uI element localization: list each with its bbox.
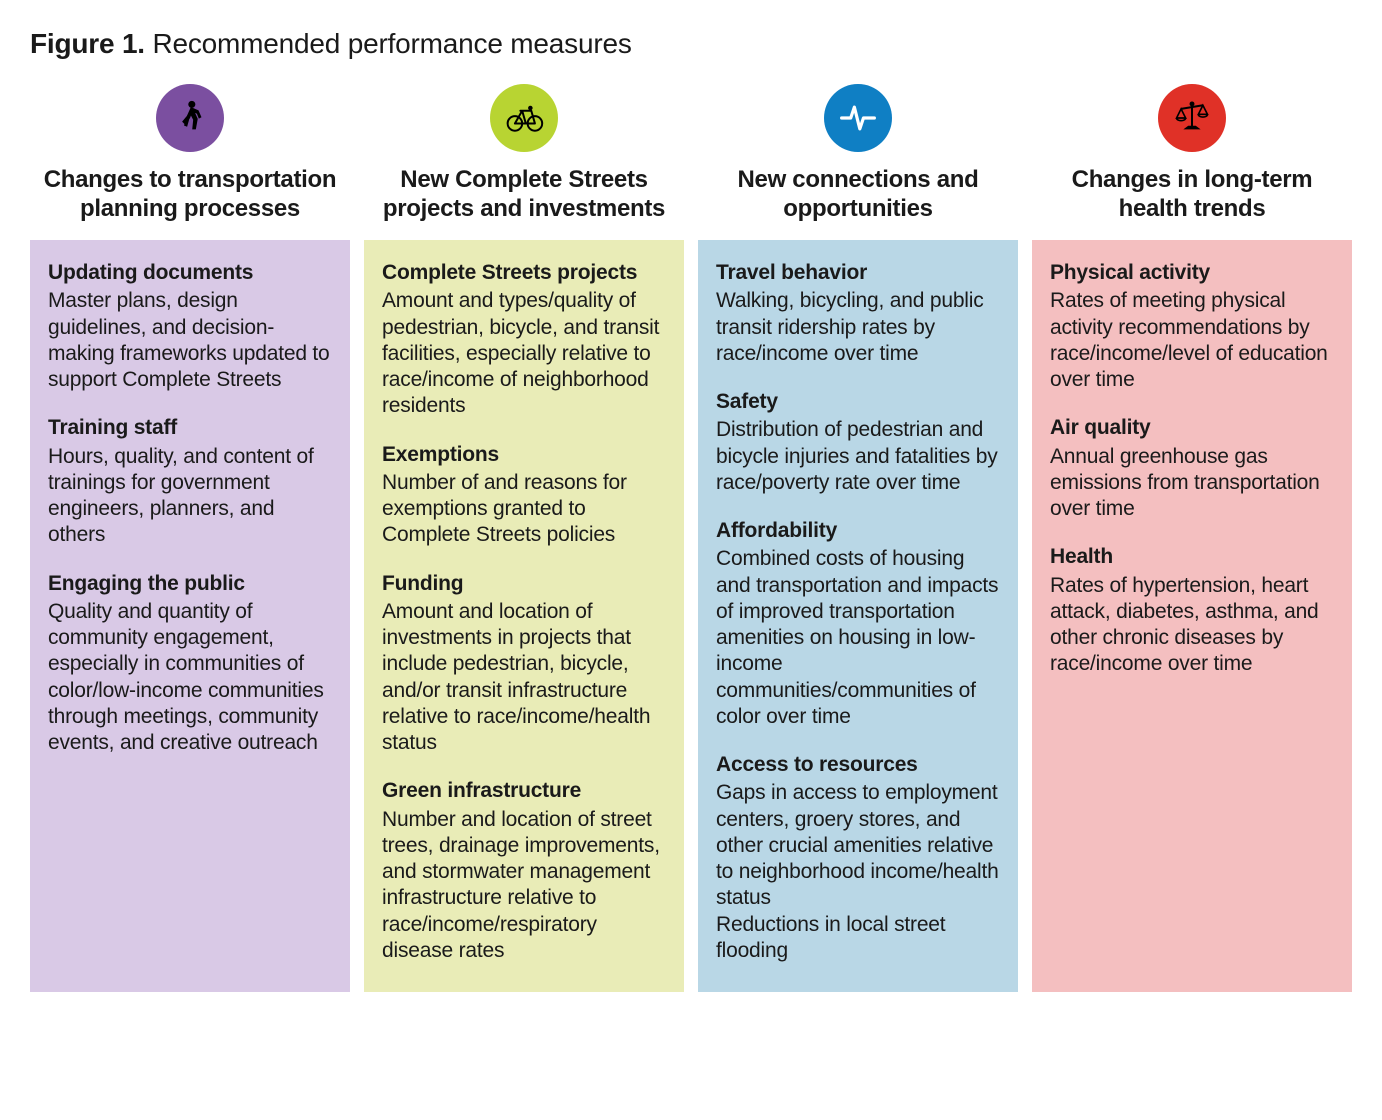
measure-item: Training staff Hours, quality, and conten…	[48, 415, 332, 548]
column-body: Travel behaviorWalking, bicycling, and p…	[698, 240, 1018, 992]
scales-icon	[1158, 84, 1226, 152]
measure-description: Number of and reasons for exemptions gra…	[382, 470, 666, 549]
column-heading: Changes to transportation planning proce…	[44, 166, 337, 224]
measure-title: Physical activity	[1050, 260, 1334, 286]
measure-item: Access to resourcesGaps in access to emp…	[716, 752, 1000, 964]
measure-title: Safety	[716, 389, 1000, 415]
measure-title: Access to resources	[716, 752, 1000, 778]
column-projects: New Complete Streets projects and invest…	[364, 84, 684, 992]
measure-item: Complete Streets projectsAmount and type…	[382, 260, 666, 420]
measure-title: Health	[1050, 544, 1334, 570]
column-connections: New connections and opportunities Travel …	[698, 84, 1018, 992]
measure-description: Annual greenhouse gas emissions from tra…	[1050, 444, 1334, 523]
pulse-icon	[824, 84, 892, 152]
measure-description: Walking, bicycling, and public transit r…	[716, 288, 1000, 367]
measure-item: FundingAmount and location of investment…	[382, 571, 666, 757]
measure-item: Green infrastructure Number and location …	[382, 778, 666, 964]
measure-item: Updating documentsMaster plans, design g…	[48, 260, 332, 393]
measure-description: Quality and quantity of community engage…	[48, 599, 332, 757]
measure-description: Number and location of street trees, dra…	[382, 807, 666, 965]
measure-title: Updating documents	[48, 260, 332, 286]
measure-title: Green infrastructure	[382, 778, 666, 804]
measure-description: Amount and types/quality of pedestrian, …	[382, 288, 666, 419]
measure-title: Exemptions	[382, 442, 666, 468]
column-heading: Changes in long-term health trends	[1072, 166, 1313, 224]
measure-title: Affordability	[716, 518, 1000, 544]
measure-item: Air quality Annual greenhouse gas emissio…	[1050, 415, 1334, 522]
measure-item: AffordabilityCombined costs of housing a…	[716, 518, 1000, 730]
figure-title: Figure 1. Recommended performance measur…	[30, 28, 1352, 60]
pedestrian-icon	[156, 84, 224, 152]
measure-description: Amount and location of investments in pr…	[382, 599, 666, 757]
measure-title: Engaging the public	[48, 571, 332, 597]
measure-description: Rates of hypertension, heart attack, dia…	[1050, 573, 1334, 678]
measure-item: Engaging the publicQuality and quantity …	[48, 571, 332, 757]
measure-item: SafetyDistribution of pedestrian and bic…	[716, 389, 1000, 496]
measure-description: Master plans, design guidelines, and dec…	[48, 288, 332, 393]
measure-item: Travel behaviorWalking, bicycling, and p…	[716, 260, 1000, 367]
columns-container: Changes to transportation planning proce…	[30, 84, 1352, 992]
column-heading: New Complete Streets projects and invest…	[383, 166, 665, 224]
column-health: Changes in long-term health trends Physic…	[1032, 84, 1352, 992]
measure-title: Air quality	[1050, 415, 1334, 441]
bicycle-icon	[490, 84, 558, 152]
measure-description: Combined costs of housing and transporta…	[716, 546, 1000, 730]
column-body: Physical activityRates of meeting physic…	[1032, 240, 1352, 992]
measure-description: Hours, quality, and content of trainings…	[48, 444, 332, 549]
measure-title: Travel behavior	[716, 260, 1000, 286]
figure-label: Figure 1.	[30, 28, 145, 59]
measure-item: Health Rates of hypertension, heart attac…	[1050, 544, 1334, 677]
figure-title-text: Recommended performance measures	[152, 28, 631, 59]
measure-title: Funding	[382, 571, 666, 597]
column-body: Updating documentsMaster plans, design g…	[30, 240, 350, 992]
measure-description: Rates of meeting physical activity recom…	[1050, 288, 1334, 393]
measure-description: Gaps in access to employment centers, gr…	[716, 780, 1000, 964]
measure-title: Complete Streets projects	[382, 260, 666, 286]
column-body: Complete Streets projectsAmount and type…	[364, 240, 684, 992]
measure-description: Distribution of pedestrian and bicycle i…	[716, 417, 1000, 496]
column-heading: New connections and opportunities	[737, 166, 978, 224]
measure-item: Physical activityRates of meeting physic…	[1050, 260, 1334, 393]
measure-item: ExemptionsNumber of and reasons for exem…	[382, 442, 666, 549]
column-planning: Changes to transportation planning proce…	[30, 84, 350, 992]
measure-title: Training staff	[48, 415, 332, 441]
